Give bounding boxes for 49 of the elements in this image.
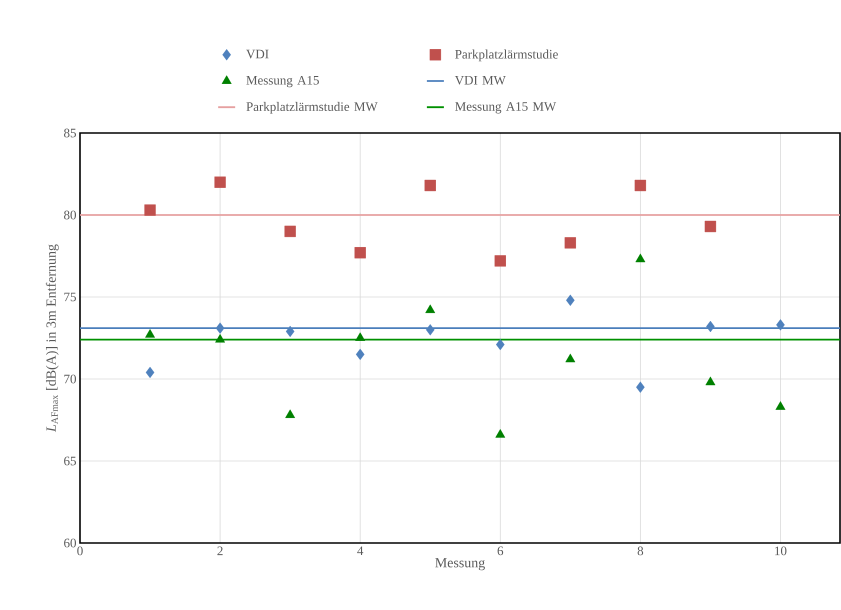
point — [425, 304, 436, 314]
x-tick-label: 0 — [77, 546, 83, 556]
y-axis-title: L$_{AFmax}$ [dB(A)] in 3m Entfernung — [46, 244, 59, 432]
point — [286, 326, 294, 338]
point — [496, 338, 505, 350]
x-tick-label: 6 — [498, 546, 504, 556]
point — [355, 332, 366, 341]
point — [705, 376, 716, 386]
point — [216, 322, 224, 334]
point — [564, 237, 576, 249]
y-tick-label: 65 — [64, 456, 76, 466]
y-tick-label: 75 — [64, 292, 76, 302]
point — [566, 294, 575, 306]
y-tick-label: 80 — [64, 210, 76, 220]
point — [426, 324, 435, 336]
x-tick-label: 8 — [638, 546, 644, 556]
legend-label: Messung A15 — [246, 76, 319, 88]
point — [284, 226, 296, 238]
point — [776, 401, 786, 410]
legend-label: Parkplatzlärmstudie MW — [246, 102, 378, 114]
x-tick-label: 10 — [775, 546, 786, 556]
point — [635, 254, 646, 262]
point — [354, 247, 366, 258]
legend-label: VDI MW — [454, 76, 506, 85]
point — [424, 180, 436, 192]
point — [495, 429, 506, 438]
point — [776, 319, 785, 331]
point — [145, 329, 155, 338]
point — [565, 354, 576, 362]
x-axis-title: Messung — [435, 558, 485, 570]
point — [146, 366, 154, 378]
legend-label: Parkplatzlärmstudie — [455, 50, 558, 62]
y-tick-label: 70 — [64, 374, 76, 384]
legend-label: Messung A15 MW — [455, 102, 556, 114]
point — [704, 220, 716, 232]
point — [636, 382, 645, 393]
point — [356, 348, 364, 360]
legend-label: VDI — [246, 50, 269, 58]
point — [494, 255, 506, 267]
point — [285, 409, 296, 418]
y-tick-label: 60 — [64, 538, 76, 548]
y-tick-label: 85 — [64, 128, 76, 138]
point — [634, 180, 646, 192]
point — [706, 320, 715, 332]
point — [144, 204, 156, 216]
point — [214, 176, 226, 188]
x-tick-label: 2 — [217, 546, 223, 556]
x-tick-label: 4 — [357, 546, 364, 556]
point — [215, 334, 226, 343]
